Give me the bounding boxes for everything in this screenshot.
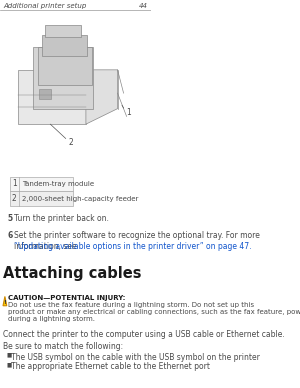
- Text: Connect the printer to the computer using a USB cable or Ethernet cable.: Connect the printer to the computer usin…: [3, 330, 285, 339]
- Text: 1: 1: [126, 108, 130, 117]
- Text: Tandem-tray module: Tandem-tray module: [22, 181, 94, 187]
- Text: Do not use the fax feature during a lightning storm. Do not set up this
product : Do not use the fax feature during a ligh…: [8, 302, 300, 322]
- Text: 5: 5: [8, 214, 13, 223]
- Text: 6: 6: [8, 231, 13, 240]
- Polygon shape: [86, 70, 118, 124]
- Polygon shape: [3, 296, 7, 306]
- Text: Set the printer software to recognize the optional tray. For more information, s: Set the printer software to recognize th…: [14, 231, 260, 251]
- Text: ■: ■: [6, 362, 11, 367]
- Text: Turn the printer back on.: Turn the printer back on.: [14, 214, 108, 223]
- Text: “Updating available options in the printer driver” on page 47.: “Updating available options in the print…: [14, 242, 251, 251]
- FancyBboxPatch shape: [18, 70, 86, 124]
- Text: 1: 1: [12, 179, 17, 189]
- FancyBboxPatch shape: [10, 177, 73, 191]
- FancyBboxPatch shape: [45, 25, 81, 37]
- Text: The USB symbol on the cable with the USB symbol on the printer: The USB symbol on the cable with the USB…: [11, 353, 260, 362]
- Text: ■: ■: [6, 353, 11, 358]
- FancyBboxPatch shape: [42, 35, 87, 56]
- Text: Attaching cables: Attaching cables: [3, 266, 142, 281]
- Text: The appropriate Ethernet cable to the Ethernet port: The appropriate Ethernet cable to the Et…: [11, 362, 209, 371]
- FancyBboxPatch shape: [39, 89, 51, 99]
- Text: !: !: [4, 300, 6, 305]
- FancyBboxPatch shape: [33, 47, 93, 109]
- Text: 2: 2: [69, 138, 73, 147]
- Text: 2,000-sheet high-capacity feeder: 2,000-sheet high-capacity feeder: [22, 196, 138, 202]
- Text: Be sure to match the following:: Be sure to match the following:: [3, 342, 123, 351]
- FancyBboxPatch shape: [38, 47, 92, 85]
- Text: Additional printer setup: Additional printer setup: [3, 2, 86, 9]
- Text: CAUTION—POTENTIAL INJURY:: CAUTION—POTENTIAL INJURY:: [8, 295, 126, 301]
- Text: 44: 44: [139, 3, 148, 9]
- Text: 2: 2: [12, 194, 17, 203]
- FancyBboxPatch shape: [10, 191, 73, 206]
